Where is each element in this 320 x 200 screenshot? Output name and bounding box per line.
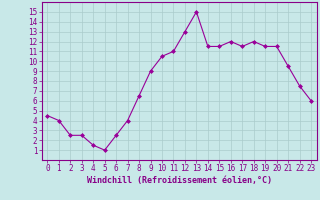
X-axis label: Windchill (Refroidissement éolien,°C): Windchill (Refroidissement éolien,°C) [87,176,272,185]
